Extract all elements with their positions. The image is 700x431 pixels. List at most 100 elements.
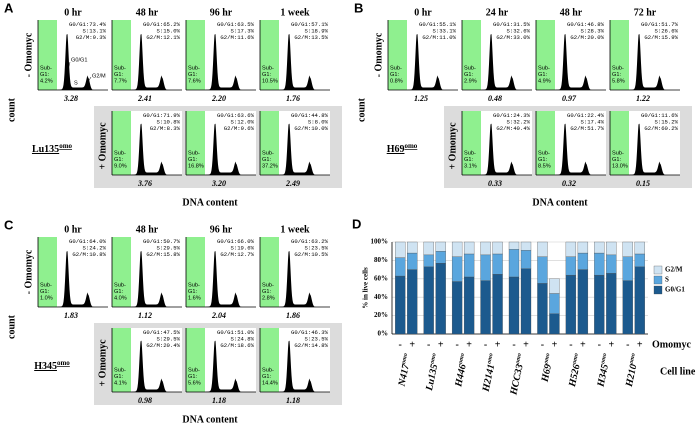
phase-value: 63.5% xyxy=(237,21,254,28)
bar-segment xyxy=(549,313,560,335)
phase-label: S: xyxy=(654,28,661,35)
sub-g1-value: 3.1% xyxy=(464,163,477,169)
time-label: 96 hr xyxy=(210,224,233,235)
ratio: 0.32 xyxy=(562,179,576,188)
sub-g1-gate xyxy=(260,328,279,392)
sub-g1-label: G1: xyxy=(188,374,197,380)
phase-value: 57.1% xyxy=(311,21,328,28)
group-label: H2141omo xyxy=(481,353,500,394)
phase-label: G2/M: xyxy=(294,34,311,41)
phase-value: 19.6% xyxy=(237,245,254,252)
bar-segment xyxy=(565,241,577,257)
phase-label: G0/G1: xyxy=(291,329,311,336)
group-suffix: omo xyxy=(430,353,438,365)
group-label: H210omo xyxy=(624,353,642,389)
phase-stat: G2/M:33.0% xyxy=(496,34,530,41)
phase-value: 11.6% xyxy=(661,112,678,119)
phase-stat: G0/G1:63.6% xyxy=(217,112,255,119)
bar-segment xyxy=(594,252,605,276)
phase-stat: G0/G1:50.7% xyxy=(143,238,181,245)
sub-g1-label: Sub- xyxy=(114,367,126,373)
cell-line-label: H69omo xyxy=(387,142,418,156)
group-suffix: omo xyxy=(515,353,523,365)
phase-value: 51.0% xyxy=(237,329,254,336)
phase-value: 23.5% xyxy=(311,336,328,343)
sub-g1-label: Sub- xyxy=(188,282,200,288)
phase-stat: S:10.8% xyxy=(156,119,180,126)
sub-g1-value: 4.9% xyxy=(538,78,551,84)
phase-label: G2/M: xyxy=(220,251,237,258)
sub-g1-label: Sub- xyxy=(188,367,200,373)
phase-label: G2/M: xyxy=(146,251,163,258)
phase-label: G2/M: xyxy=(72,251,89,258)
histogram xyxy=(57,34,108,90)
phase-value: 17.3% xyxy=(237,28,254,35)
phase-value: 8.3% xyxy=(167,125,181,132)
sub-g1-label: G1: xyxy=(390,72,399,78)
phase-stat: G2/M:9.3% xyxy=(76,34,107,41)
histogram xyxy=(131,340,182,392)
phase-stat: S:28.3% xyxy=(580,28,604,35)
bar-segment xyxy=(622,241,633,257)
phase-stat: G2/M:18.6% xyxy=(220,342,254,349)
phase-value: 18.6% xyxy=(237,342,254,349)
phase-label: S: xyxy=(230,28,237,35)
bar-segment xyxy=(537,256,548,284)
sub-g1-label: G1: xyxy=(262,157,271,163)
sub-g1-value: 4.2% xyxy=(40,78,53,84)
cell-line-label: Lu135omo xyxy=(32,142,73,156)
phase-value: 63.6% xyxy=(237,112,254,119)
phase-stat: S:23.5% xyxy=(304,245,328,252)
sub-g1-label: G1: xyxy=(114,289,123,295)
phase-label: S: xyxy=(156,245,163,252)
sub-g1-label: Sub- xyxy=(114,282,126,288)
phase-stat: G0/G1:46.3% xyxy=(291,329,329,336)
cell-line-suffix: omo xyxy=(57,359,70,367)
phase-stat: G0/G1:64.0% xyxy=(69,238,107,245)
phase-stat: G0/G1:63.2% xyxy=(291,238,329,245)
ratio: 2.41 xyxy=(137,94,152,103)
phase-value: 15.0% xyxy=(163,28,180,35)
bar-segment xyxy=(577,241,589,254)
y-tick-label: 80% xyxy=(374,256,388,264)
sub-g1-label: Sub- xyxy=(464,150,476,156)
phase-stat: S:29.5% xyxy=(156,336,180,343)
phase-value: 46.3% xyxy=(311,329,328,336)
y-tick-label: 0% xyxy=(378,330,389,338)
sub-g1-value: 0.8% xyxy=(390,78,403,84)
bar-segment xyxy=(606,254,617,274)
sub-g1-gate xyxy=(112,237,131,307)
bar-segment xyxy=(407,269,418,335)
bar-segment xyxy=(577,252,589,270)
legend-label: G2/M xyxy=(665,266,683,274)
sub-g1-label: G1: xyxy=(538,157,547,163)
time-label: 24 hr xyxy=(486,7,509,18)
phase-stat: S:29.5% xyxy=(156,245,180,252)
phase-label: G0/G1: xyxy=(493,112,513,119)
phase-stat: G2/M:15.9% xyxy=(644,34,678,41)
group-label: H345omo xyxy=(596,353,614,389)
phase-value: 24.3% xyxy=(513,112,530,119)
bar-segment xyxy=(622,256,633,281)
sub-g1-value: 7.6% xyxy=(188,78,201,84)
sub-g1-value: 2.8% xyxy=(262,295,275,301)
sub-g1-value: 16.8% xyxy=(188,163,204,169)
sub-g1-label: Sub- xyxy=(262,150,274,156)
panel-letter: B xyxy=(354,0,363,15)
phase-stat: G2/M:8.3% xyxy=(150,125,181,132)
phase-label: S: xyxy=(654,119,661,126)
flow-panel: A 0 hr 48 hr 96 hr 1 week count - Omomyc G0/G1:… xyxy=(4,0,342,208)
phase-label: G0/G1: xyxy=(567,21,587,28)
bar-segment xyxy=(606,241,617,256)
phase-value: 8.0% xyxy=(315,119,329,126)
x-tick-label: + xyxy=(495,339,501,350)
bar-segment xyxy=(508,241,520,250)
phase-value: 71.9% xyxy=(163,112,180,119)
histogram xyxy=(629,123,680,175)
bar-segment xyxy=(634,253,645,267)
y-axis-label: count xyxy=(356,97,367,122)
group-name: H210 xyxy=(624,363,640,389)
bar-segment xyxy=(395,257,406,277)
x-tick-label: - xyxy=(399,339,402,350)
